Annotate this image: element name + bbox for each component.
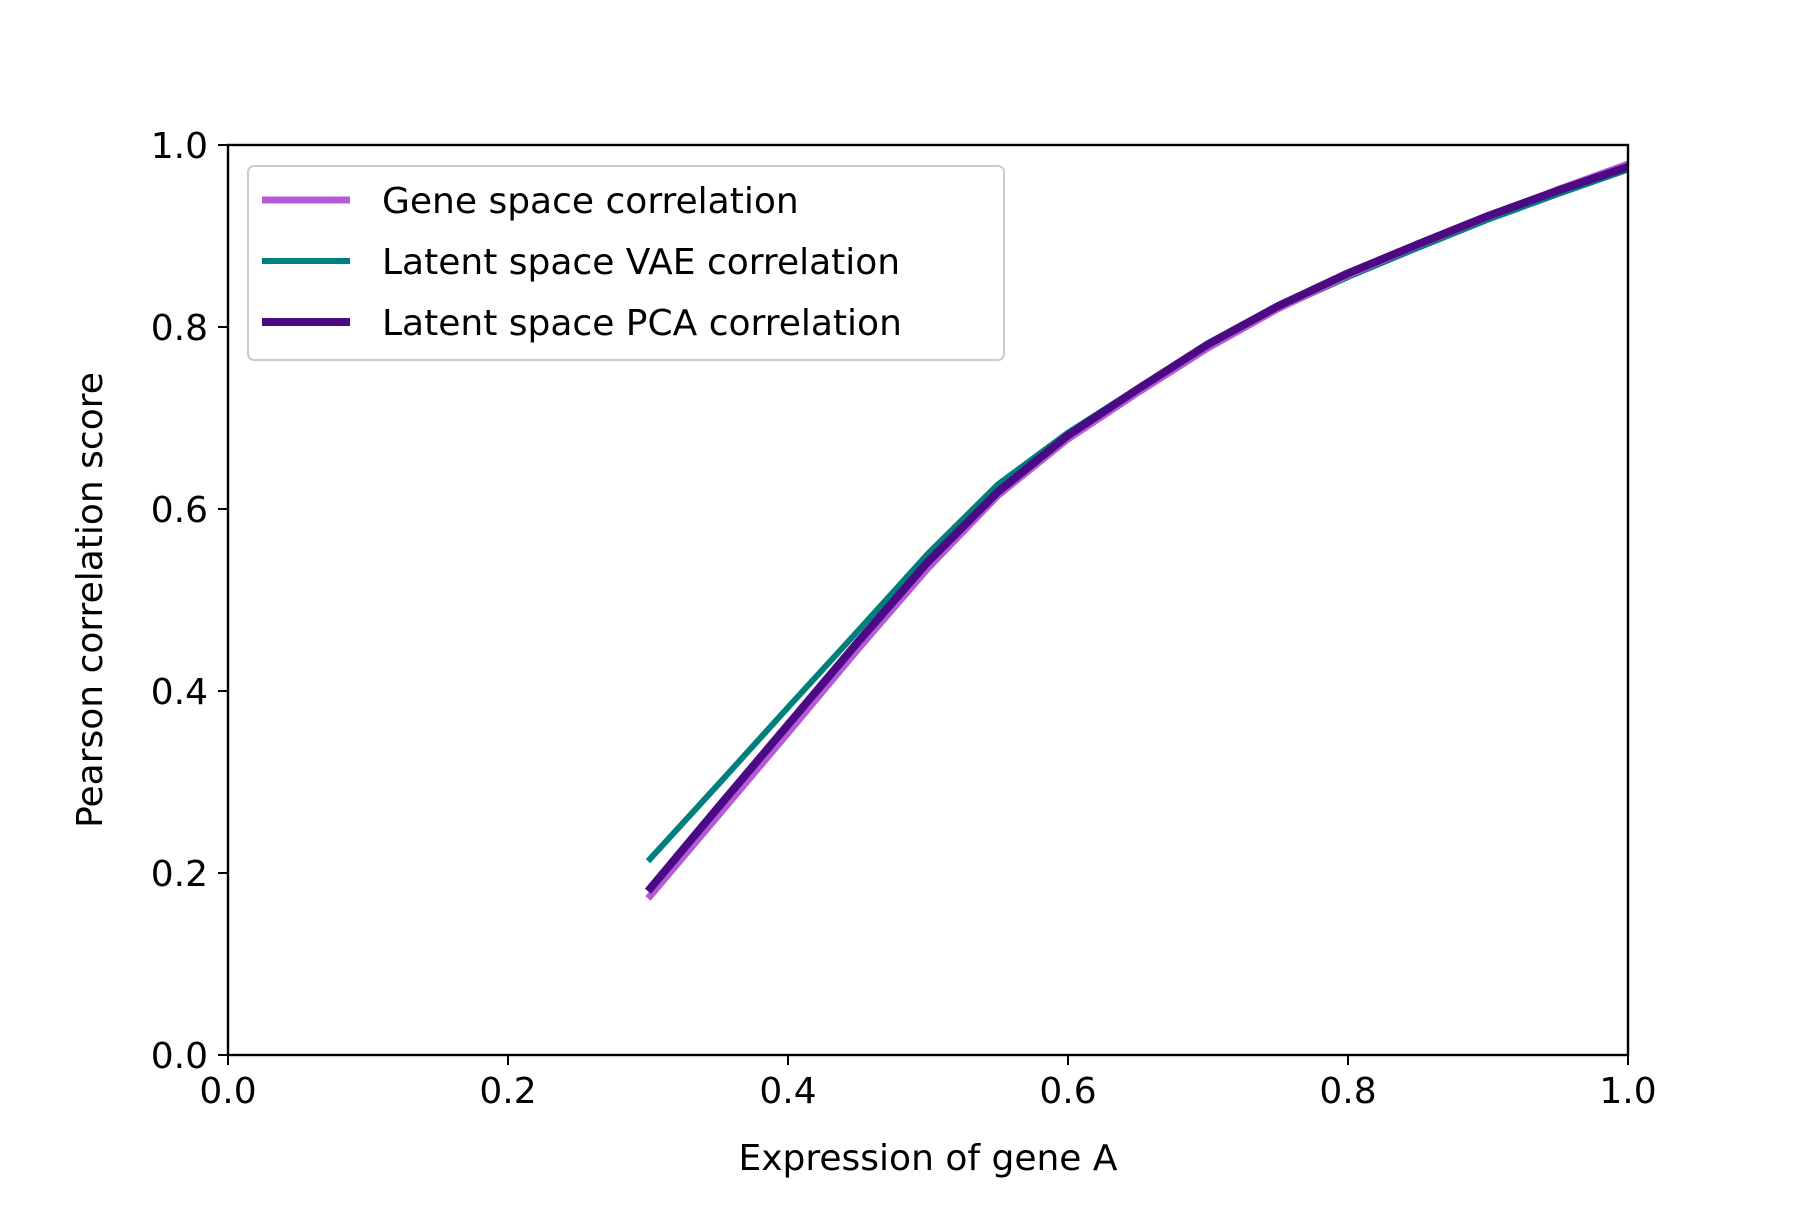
y-tick-label: 0.8 (151, 308, 208, 349)
series-layer (644, 160, 1630, 901)
x-tick-label: 0.4 (759, 1071, 816, 1112)
x-tick-label: 0.2 (479, 1071, 536, 1112)
y-tick-label: 1.0 (151, 126, 208, 167)
y-tick-label: 0.4 (151, 672, 208, 713)
y-tick-label: 0.0 (151, 1036, 208, 1077)
plot-area-frame (226, 143, 1630, 1057)
y-tick-label: 0.6 (151, 490, 208, 531)
axis-ticks: 0.0 0.2 0.4 0.6 0.8 1.0 0.0 0.2 0.4 0.6 0.8 1.0 (151, 126, 1657, 1112)
y-tick-label: 0.2 (151, 854, 208, 895)
x-tick-label: 1.0 (1599, 1071, 1656, 1112)
x-tick-label: 0.0 (199, 1071, 256, 1112)
x-tick-label: 0.8 (1319, 1071, 1376, 1112)
legend-box (247, 165, 1005, 361)
x-tick-label: 0.6 (1039, 1071, 1096, 1112)
legend-label-1: Gene space correlation (382, 181, 799, 222)
legend: Gene space correlation Latent space VAE c… (247, 165, 1005, 361)
series-line-3 (644, 163, 1630, 894)
x-axis-label: Expression of gene A (738, 1138, 1117, 1179)
legend-label-3: Latent space PCA correlation (382, 303, 902, 344)
legend-label-2: Latent space VAE correlation (382, 242, 900, 283)
y-axis-label: Pearson correlation score (70, 372, 111, 828)
